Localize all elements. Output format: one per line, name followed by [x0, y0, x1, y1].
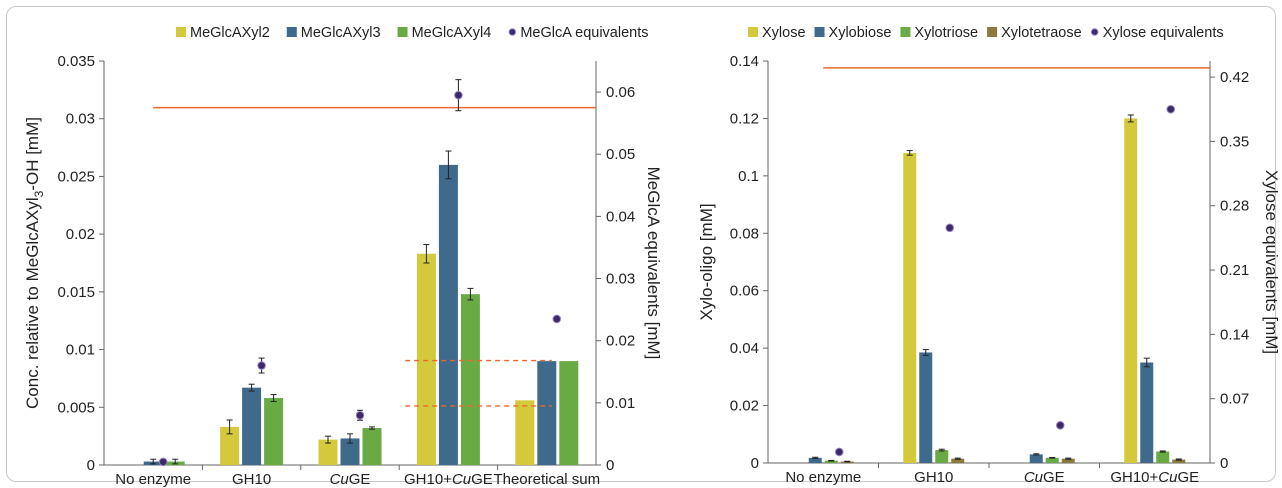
legend-label-meglcaxyl2: MeGlcAXyl2	[190, 25, 270, 41]
point-xylose-equivalents	[945, 223, 955, 233]
y-tick-label: 0.12	[730, 110, 759, 127]
y2-tick-label: 0.42	[1220, 69, 1249, 86]
point-meglca-equivalents	[552, 314, 562, 324]
y2-tick-label: 0.05	[606, 146, 635, 163]
legend-label-xylobiose: Xylobiose	[829, 25, 892, 41]
x-tick-label: GH10+CuGE	[1110, 469, 1199, 486]
y-tick-label: 0.005	[57, 399, 95, 416]
legend-label-meglcaxyl3: MeGlcAXyl3	[301, 25, 381, 41]
bar-xylobiose	[919, 352, 933, 463]
y2-axis-label: Xylose equivalents [mM]	[1262, 170, 1281, 354]
legend-label-xylose-equivalents: Xylose equivalents	[1103, 25, 1224, 41]
y-tick-label: 0.01	[66, 342, 95, 359]
bar-xylobiose	[1029, 454, 1043, 463]
y-tick-label: 0.035	[57, 53, 95, 70]
legend-marker-xylose-equivalents	[1090, 28, 1099, 36]
legend-swatch-xylobiose	[814, 27, 825, 37]
bar-meglcaxyl3	[242, 387, 262, 465]
y-axis-label: Conc. relative to MeGlcAXyl3-OH [mM]	[23, 117, 46, 409]
bar-xylotetraose	[951, 458, 965, 463]
figure-frame	[6, 6, 1276, 482]
y-tick-label: 0.03	[66, 111, 95, 128]
y2-tick-label: 0.07	[1220, 391, 1249, 408]
legend-swatch-xylotetraose	[987, 27, 998, 37]
bar-xylotetraose	[1172, 459, 1186, 463]
y-tick-label: 0.02	[66, 226, 95, 243]
bar-meglcaxyl3	[537, 361, 557, 465]
legend-label-xylotriose: Xylotriose	[914, 25, 978, 41]
chart-right: 0 0.02 0.04 0.06 0.08 0.1 0.12 0.14 0 0.07 0.14 0.2…	[697, 25, 1281, 486]
bar-meglcaxyl2	[220, 426, 240, 465]
point-xylose-equivalents	[1055, 421, 1065, 430]
bar-meglcaxyl2	[318, 439, 338, 465]
point-meglca-equivalents	[355, 410, 365, 420]
bar-xylose	[1124, 118, 1138, 463]
point-meglca-equivalents	[257, 361, 266, 370]
bar-xylotriose	[935, 450, 949, 463]
y2-axis-label: MeGlcA equivalents [mM]	[644, 167, 660, 360]
bar-xylotetraose	[1061, 458, 1075, 463]
bar-xylobiose	[1140, 362, 1154, 463]
bar-meglcaxyl4	[264, 398, 284, 465]
bar-meglcaxyl3	[340, 438, 360, 465]
y-tick-label: 0.025	[57, 168, 95, 185]
legend-swatch-meglcaxyl3	[286, 27, 297, 37]
y-tick-label: 0.015	[57, 284, 95, 301]
legend-swatch-xylotriose	[900, 27, 911, 37]
x-tick-label: GH10+CuGE	[404, 471, 493, 488]
bar-xylotriose	[1045, 457, 1059, 463]
y-tick-label: 0	[751, 455, 759, 472]
legend-label-xylose: Xylose	[762, 25, 806, 41]
point-xylose-equivalents	[1166, 104, 1176, 114]
point-xylose-equivalents	[834, 447, 844, 457]
x-tick-label: CuGE	[1024, 469, 1065, 486]
x-tick-label: Theoretical sum	[493, 471, 600, 488]
y2-tick-label: 0.03	[606, 271, 635, 288]
y2-tick-label: 0.02	[606, 333, 635, 350]
bar-meglcaxyl2	[515, 400, 535, 465]
legend-marker-meglca-equivalents	[508, 28, 517, 36]
y2-tick-label: 0.28	[1220, 198, 1249, 215]
y2-tick-label: 0.14	[1220, 326, 1249, 343]
y2-tick-label: 0	[606, 457, 614, 474]
y-tick-label: 0.14	[730, 53, 759, 70]
legend-label-xylotetraose: Xylotetraose	[1001, 25, 1082, 41]
bar-meglcaxyl4	[460, 294, 480, 465]
y2-tick-label: 0	[1220, 455, 1228, 472]
bar-meglcaxyl4	[362, 428, 382, 465]
x-tick-label: GH10	[232, 471, 271, 488]
x-tick-label: GH10	[914, 469, 953, 486]
y-tick-label: 0.04	[730, 340, 759, 357]
bar-xylotriose	[1156, 451, 1170, 463]
x-tick-label: No enzyme	[115, 471, 191, 488]
bar-xylose	[903, 152, 917, 463]
y-tick-label: 0.08	[730, 225, 759, 242]
bar-meglcaxyl4	[559, 361, 579, 465]
chart-left: 0 0.005 0.01 0.015 0.02 0.025 0.03 0.035 0 0.01 0.…	[23, 25, 660, 488]
bar-meglcaxyl3	[438, 164, 458, 465]
x-tick-label: CuGE	[330, 471, 371, 488]
y-axis-label: Xylo-oligo [mM]	[697, 203, 716, 320]
point-meglca-equivalents	[454, 90, 463, 100]
y-tick-label: 0	[87, 457, 95, 474]
bar-xylobiose	[808, 457, 822, 463]
legend-swatch-meglcaxyl4	[397, 27, 408, 37]
x-tick-label: No enzyme	[785, 469, 861, 486]
y-tick-label: 0.1	[738, 168, 759, 185]
legend-swatch-meglcaxyl2	[176, 27, 186, 37]
point-meglca-equivalents	[158, 457, 168, 467]
y2-tick-label: 0.21	[1220, 262, 1249, 279]
y-tick-label: 0.02	[730, 398, 759, 415]
y2-tick-label: 0.04	[606, 208, 635, 225]
bar-xylotriose	[824, 460, 838, 463]
y2-tick-label: 0.06	[606, 84, 635, 101]
bar-meglcaxyl2	[416, 253, 436, 465]
legend-label-meglca-equivalents: MeGlcA equivalents	[520, 25, 648, 41]
y2-tick-label: 0.01	[606, 395, 635, 412]
legend-swatch-xylose	[748, 27, 758, 37]
legend-label-meglcaxyl4: MeGlcAXyl4	[412, 25, 492, 41]
y-tick-label: 0.06	[730, 283, 759, 300]
y2-tick-label: 0.35	[1220, 133, 1249, 150]
